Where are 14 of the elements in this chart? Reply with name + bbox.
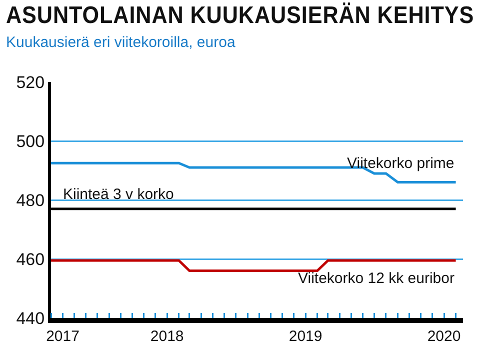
chart-title: ASUNTOLAINAN KUUKAUSIERÄN KEHITYS (6, 2, 474, 30)
x-tick-label: 2018 (150, 328, 184, 345)
y-tick-label: 460 (16, 250, 45, 269)
y-tick-label: 520 (16, 72, 45, 92)
x-tick-label: 2017 (46, 328, 80, 345)
series-label: Viitekorko prime (347, 155, 454, 172)
series-label: Viitekorko 12 kk euribor (298, 270, 454, 287)
series-label: Kiinteä 3 v korko (63, 186, 174, 203)
y-tick-label: 480 (16, 190, 45, 210)
chart-subtitle: Kuukausierä eri viitekoroilla, euroa (6, 34, 236, 51)
y-tick-label: 500 (16, 132, 45, 151)
x-tick-label: 2020 (427, 328, 461, 345)
y-tick-label: 440 (16, 308, 45, 328)
x-tick-label: 2019 (288, 328, 322, 345)
